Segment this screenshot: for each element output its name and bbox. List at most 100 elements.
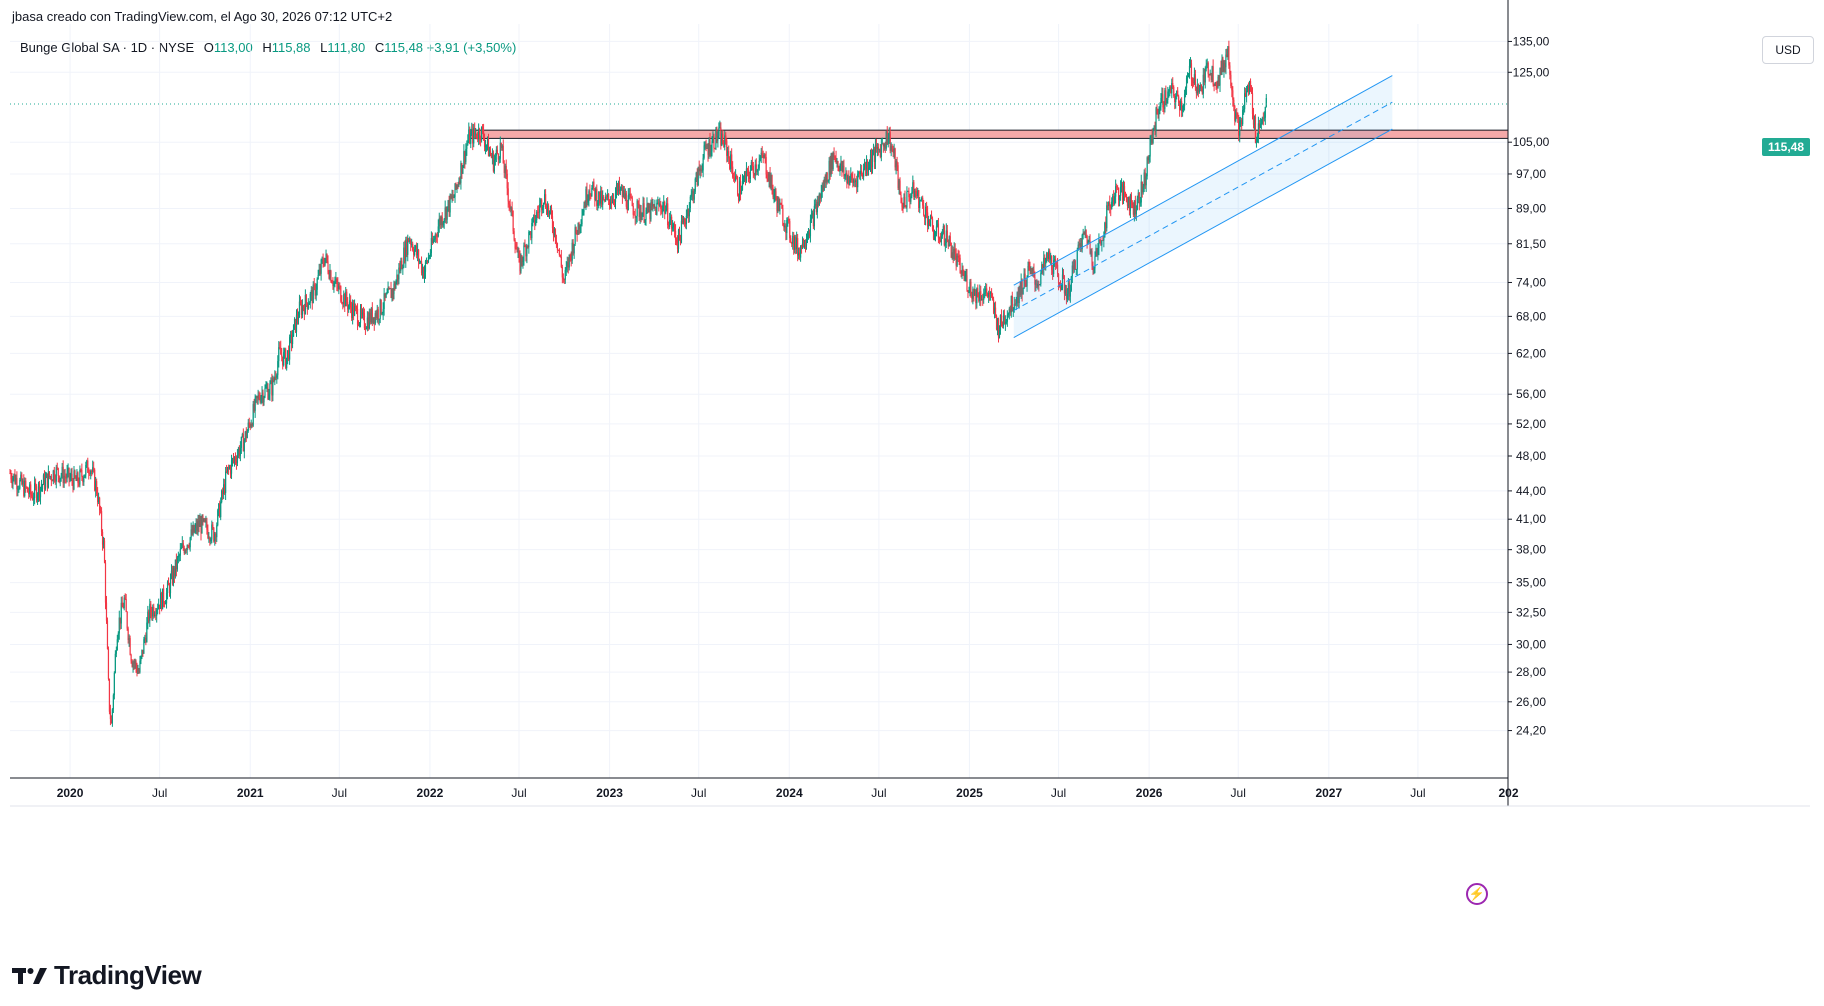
candle-body bbox=[461, 163, 463, 174]
candle-body bbox=[1216, 85, 1218, 88]
candle-body bbox=[1256, 138, 1259, 143]
candle-body bbox=[843, 165, 845, 177]
candle-body bbox=[630, 197, 632, 198]
candle-body bbox=[1198, 88, 1200, 93]
candle-body bbox=[1104, 222, 1106, 238]
candle-body bbox=[523, 245, 525, 262]
candle-body bbox=[1130, 195, 1133, 203]
candle-body bbox=[212, 524, 214, 528]
brand[interactable]: TradingView bbox=[12, 960, 202, 991]
candle-body bbox=[1152, 129, 1154, 143]
candle-body bbox=[867, 167, 870, 171]
candle-body bbox=[37, 483, 40, 496]
candle-body bbox=[351, 307, 353, 318]
candle-body bbox=[293, 318, 296, 325]
candle-body bbox=[448, 200, 450, 213]
candle-body bbox=[1190, 63, 1193, 80]
candle-body bbox=[217, 510, 219, 526]
currency-selector[interactable]: USD bbox=[1762, 36, 1814, 64]
candle-body bbox=[708, 139, 710, 155]
candle-body bbox=[995, 315, 998, 330]
candle-body bbox=[58, 475, 60, 482]
candle-body bbox=[1132, 205, 1134, 215]
candle-body bbox=[400, 260, 402, 271]
candle-body bbox=[378, 318, 380, 320]
candle-body bbox=[1090, 251, 1092, 254]
candle-body bbox=[298, 301, 301, 318]
candle-body bbox=[568, 254, 570, 268]
candle-body bbox=[779, 203, 781, 212]
candle-body bbox=[194, 527, 196, 533]
candle-body bbox=[913, 182, 915, 197]
candle-body bbox=[367, 317, 369, 329]
candle-body bbox=[369, 312, 371, 323]
candle-body bbox=[267, 387, 269, 400]
candle-body bbox=[557, 249, 559, 251]
candle-body bbox=[668, 225, 670, 227]
candle-body bbox=[1016, 292, 1018, 304]
candle-body bbox=[783, 225, 785, 228]
candle-body bbox=[48, 471, 50, 478]
candle-body bbox=[1214, 82, 1216, 87]
candle-body bbox=[279, 347, 281, 348]
candle-body bbox=[680, 220, 683, 243]
candle-body bbox=[1056, 264, 1059, 275]
candle-body bbox=[564, 269, 566, 280]
candle-body bbox=[416, 245, 418, 256]
candle-body bbox=[1184, 87, 1187, 95]
candle-body bbox=[810, 215, 813, 220]
candle-body bbox=[1109, 202, 1111, 207]
candle-body bbox=[1084, 230, 1086, 234]
lightning-icon[interactable]: ⚡ bbox=[1466, 883, 1488, 905]
candle-body bbox=[837, 161, 839, 168]
candle-body bbox=[152, 606, 154, 617]
candle-body bbox=[608, 199, 611, 206]
candle-body bbox=[818, 193, 820, 206]
candle-body bbox=[727, 151, 729, 156]
candle-body bbox=[376, 309, 378, 318]
candle-body bbox=[304, 295, 306, 315]
candle-body bbox=[177, 555, 179, 558]
candle-body bbox=[597, 202, 599, 206]
candle-body bbox=[851, 173, 853, 178]
candle-body bbox=[366, 317, 368, 329]
candle-body bbox=[236, 454, 239, 464]
candle-body bbox=[959, 257, 961, 274]
attribution-text: jbasa creado con TradingView.com, el Ago… bbox=[12, 9, 393, 24]
candle-body bbox=[991, 296, 994, 300]
candle-body bbox=[229, 466, 232, 474]
candle-body bbox=[1102, 240, 1104, 242]
candle-body bbox=[605, 196, 607, 202]
candle-body bbox=[697, 167, 699, 185]
y-tick-label: 41,00 bbox=[1516, 512, 1546, 526]
channel-upper-line bbox=[1013, 75, 1393, 286]
candle-body bbox=[441, 216, 443, 226]
candle-body bbox=[1182, 110, 1184, 112]
candle-body bbox=[453, 197, 455, 199]
candle-body bbox=[1174, 96, 1176, 103]
candle-body bbox=[1181, 101, 1183, 111]
candle-body bbox=[905, 206, 907, 208]
candle-body bbox=[1248, 81, 1251, 92]
candle-body bbox=[705, 144, 707, 149]
candle-body bbox=[1161, 94, 1163, 98]
candle-body bbox=[795, 236, 797, 250]
candle-body bbox=[1083, 232, 1085, 234]
candle-body bbox=[771, 175, 773, 188]
candle-body bbox=[835, 157, 837, 162]
x-tick-label: 2025 bbox=[956, 786, 983, 800]
candle-body bbox=[955, 253, 957, 266]
candle-body bbox=[773, 194, 775, 198]
symbol-label[interactable]: Bunge Global SA · 1D · NYSE bbox=[20, 40, 195, 55]
candle-body bbox=[1146, 157, 1148, 177]
candle-body bbox=[1078, 244, 1080, 246]
candle-body bbox=[552, 228, 555, 236]
candle-body bbox=[738, 181, 741, 201]
candle-body bbox=[384, 293, 386, 298]
candle-body bbox=[967, 290, 969, 292]
candle-body bbox=[993, 307, 996, 313]
candle-body bbox=[1252, 113, 1255, 125]
candle-body bbox=[253, 404, 255, 411]
candle-body bbox=[560, 256, 562, 268]
